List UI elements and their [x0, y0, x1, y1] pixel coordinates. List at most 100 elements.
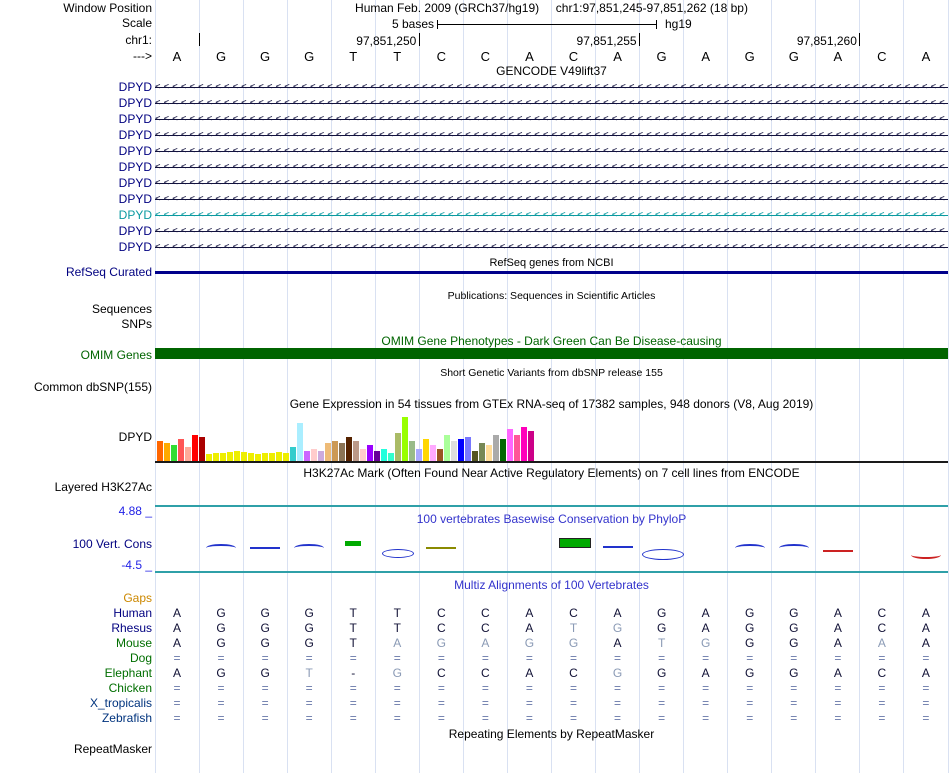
gencode-gene-row[interactable]: <<<<<<<<<<<<<<<<<<<<<<<<<<<<<<<<<<<<<<<<…: [155, 241, 948, 254]
multiz-species-label[interactable]: Zebrafish: [101, 711, 152, 725]
gtex-expression-bar[interactable]: [262, 453, 268, 461]
gencode-gene-row[interactable]: <<<<<<<<<<<<<<<<<<<<<<<<<<<<<<<<<<<<<<<<…: [155, 81, 948, 94]
common-dbsnp-label[interactable]: Common dbSNP(155): [33, 380, 152, 394]
gtex-expression-bar[interactable]: [185, 447, 191, 461]
gtex-expression-bar[interactable]: [199, 437, 205, 461]
multiz-species-label[interactable]: Gaps: [123, 591, 152, 605]
gtex-expression-bar[interactable]: [514, 435, 520, 461]
multiz-species-label[interactable]: Dog: [129, 651, 152, 665]
gtex-expression-bar[interactable]: [304, 451, 310, 461]
ruler-position-number[interactable]: 97,851,250: [356, 34, 417, 48]
gtex-expression-bar[interactable]: [388, 453, 394, 461]
gtex-expression-bar[interactable]: [157, 441, 163, 461]
gtex-expression-bar[interactable]: [346, 437, 352, 461]
gencode-item-label[interactable]: DPYD: [118, 208, 152, 222]
gtex-expression-bar[interactable]: [409, 441, 415, 461]
gtex-expression-bar[interactable]: [311, 449, 317, 461]
gtex-expression-bar[interactable]: [171, 445, 177, 461]
gencode-item-label[interactable]: DPYD: [118, 240, 152, 254]
gtex-expression-bar[interactable]: [367, 445, 373, 461]
multiz-species-label[interactable]: Mouse: [115, 636, 152, 650]
gtex-expression-bar[interactable]: [451, 441, 457, 461]
gencode-gene-row[interactable]: <<<<<<<<<<<<<<<<<<<<<<<<<<<<<<<<<<<<<<<<…: [155, 193, 948, 206]
gencode-gene-row[interactable]: <<<<<<<<<<<<<<<<<<<<<<<<<<<<<<<<<<<<<<<<…: [155, 129, 948, 142]
gtex-expression-bar[interactable]: [437, 449, 443, 461]
layered-h3k27ac-label[interactable]: Layered H3K27Ac: [54, 480, 152, 494]
gtex-expression-bar[interactable]: [255, 454, 261, 461]
gtex-expression-bar[interactable]: [297, 423, 303, 461]
multiz-species-label[interactable]: Chicken: [108, 681, 152, 695]
gencode-item-label[interactable]: DPYD: [118, 224, 152, 238]
gencode-gene-row[interactable]: <<<<<<<<<<<<<<<<<<<<<<<<<<<<<<<<<<<<<<<<…: [155, 209, 948, 222]
gencode-gene-row[interactable]: <<<<<<<<<<<<<<<<<<<<<<<<<<<<<<<<<<<<<<<<…: [155, 113, 948, 126]
gtex-expression-bar[interactable]: [479, 443, 485, 461]
refseq-gene-bar[interactable]: [155, 271, 948, 274]
gtex-expression-bar[interactable]: [465, 437, 471, 461]
multiz-species-label[interactable]: X_tropicalis: [89, 696, 152, 710]
gtex-expression-bar[interactable]: [360, 449, 366, 461]
gtex-expression-bar[interactable]: [227, 452, 233, 461]
gtex-expression-bar[interactable]: [290, 447, 296, 461]
gtex-expression-bar[interactable]: [395, 433, 401, 461]
repeatmasker-label[interactable]: RepeatMasker: [73, 742, 152, 756]
gtex-expression-bar[interactable]: [206, 454, 212, 461]
publications-sequences-label[interactable]: Sequences: [91, 302, 152, 316]
gtex-expression-bar[interactable]: [423, 439, 429, 461]
gtex-expression-bar[interactable]: [353, 441, 359, 461]
multiz-species-label[interactable]: Elephant: [104, 666, 152, 680]
gtex-expression-bar[interactable]: [339, 443, 345, 461]
gencode-item-label[interactable]: DPYD: [118, 128, 152, 142]
gencode-item-label[interactable]: DPYD: [118, 192, 152, 206]
gencode-gene-row[interactable]: <<<<<<<<<<<<<<<<<<<<<<<<<<<<<<<<<<<<<<<<…: [155, 97, 948, 110]
gtex-expression-bar[interactable]: [486, 445, 492, 461]
gtex-gene-label[interactable]: DPYD: [118, 430, 152, 444]
gtex-expression-bar[interactable]: [374, 451, 380, 461]
gtex-expression-bar[interactable]: [220, 453, 226, 461]
gencode-gene-row[interactable]: <<<<<<<<<<<<<<<<<<<<<<<<<<<<<<<<<<<<<<<<…: [155, 177, 948, 190]
gtex-expression-bar[interactable]: [500, 439, 506, 461]
gtex-expression-bar[interactable]: [416, 449, 422, 461]
gtex-expression-bar[interactable]: [381, 449, 387, 461]
gencode-item-label[interactable]: DPYD: [118, 160, 152, 174]
refseq-curated-label[interactable]: RefSeq Curated: [65, 265, 152, 279]
gtex-expression-bar[interactable]: [241, 452, 247, 461]
gencode-gene-row[interactable]: <<<<<<<<<<<<<<<<<<<<<<<<<<<<<<<<<<<<<<<<…: [155, 225, 948, 238]
gtex-expression-bar[interactable]: [164, 443, 170, 461]
gtex-expression-bar[interactable]: [276, 452, 282, 461]
gtex-expression-bar[interactable]: [192, 435, 198, 461]
gtex-expression-bar[interactable]: [402, 417, 408, 461]
gtex-expression-bar[interactable]: [283, 453, 289, 461]
vert-cons-label[interactable]: 100 Vert. Cons: [72, 537, 152, 551]
omim-gene-bar[interactable]: [155, 348, 948, 359]
gencode-item-label[interactable]: DPYD: [118, 176, 152, 190]
gtex-expression-bar[interactable]: [444, 435, 450, 461]
gencode-item-label[interactable]: DPYD: [118, 112, 152, 126]
gencode-item-label[interactable]: DPYD: [118, 144, 152, 158]
gtex-expression-bar[interactable]: [430, 445, 436, 461]
gtex-expression-bar[interactable]: [325, 443, 331, 461]
multiz-species-label[interactable]: Human: [113, 606, 152, 620]
gtex-expression-bar[interactable]: [248, 453, 254, 461]
gtex-expression-bar[interactable]: [458, 439, 464, 461]
gencode-item-label[interactable]: DPYD: [118, 80, 152, 94]
gtex-expression-bar[interactable]: [234, 451, 240, 461]
gencode-item-label[interactable]: DPYD: [118, 96, 152, 110]
gtex-expression-bar[interactable]: [521, 427, 527, 461]
gencode-gene-row[interactable]: <<<<<<<<<<<<<<<<<<<<<<<<<<<<<<<<<<<<<<<<…: [155, 161, 948, 174]
gtex-expression-bar[interactable]: [269, 453, 275, 461]
gtex-expression-bar[interactable]: [507, 429, 513, 461]
publications-snps-label[interactable]: SNPs: [121, 317, 152, 331]
gtex-expression-bar[interactable]: [472, 451, 478, 461]
gtex-expression-bar[interactable]: [213, 453, 219, 461]
gtex-expression-bar[interactable]: [332, 441, 338, 461]
ruler-position-number[interactable]: 97,851,260: [796, 34, 857, 48]
gtex-expression-bar[interactable]: [178, 439, 184, 461]
multiz-species-label[interactable]: Rhesus: [111, 621, 152, 635]
gtex-expression-bar[interactable]: [318, 451, 324, 461]
gtex-expression-bar[interactable]: [528, 431, 534, 461]
ruler-position-number[interactable]: 97,851,255: [576, 34, 637, 48]
gtex-expression-bar[interactable]: [493, 435, 499, 461]
gencode-gene-row[interactable]: <<<<<<<<<<<<<<<<<<<<<<<<<<<<<<<<<<<<<<<<…: [155, 145, 948, 158]
omim-genes-label[interactable]: OMIM Genes: [80, 348, 152, 362]
